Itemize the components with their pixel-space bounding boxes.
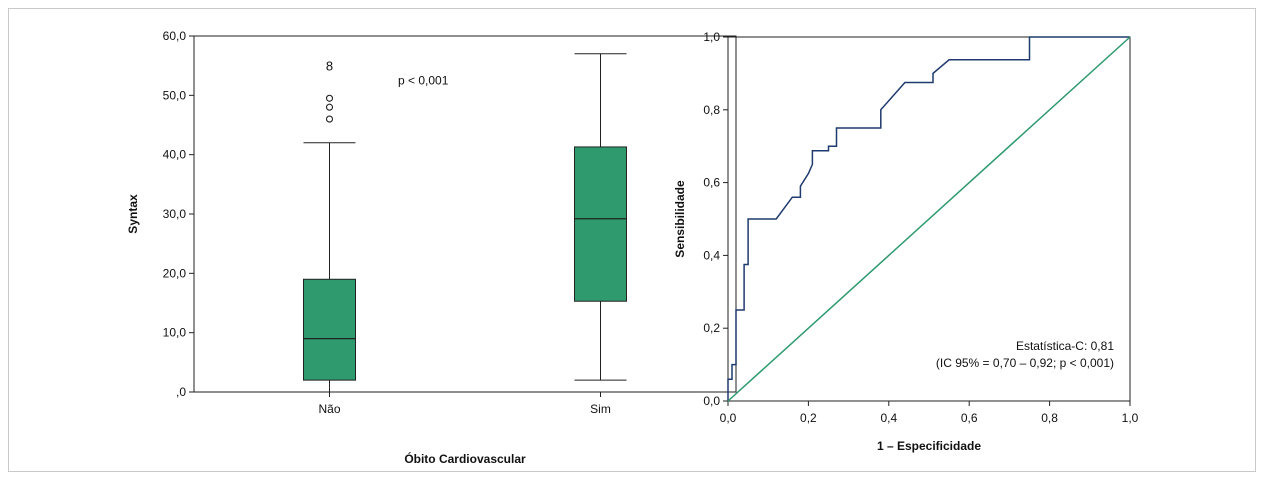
- boxplot-box: [574, 146, 627, 302]
- boxplot-y-axis-title: Syntax: [126, 194, 140, 234]
- boxplot-y-axis: ,0 10,0 20,0 30,0 40,0 50,0 60,0: [163, 29, 194, 399]
- boxplot-y-tick-label: ,0: [176, 385, 186, 399]
- roc-y-tick-label: 1,0: [703, 30, 720, 44]
- figure-frame: ,0 10,0 20,0 30,0 40,0 50,0 60,0 Não Sim 8 Synt…: [8, 8, 1256, 472]
- boxplot-x-axis: Não Sim: [318, 392, 611, 416]
- boxplot-y-tick-label: 40,0: [163, 148, 187, 162]
- roc-y-tick-label: 0,0: [703, 394, 720, 408]
- boxplot-outlier-label: 8: [326, 59, 333, 74]
- roc-x-tick-label: 0,8: [1041, 411, 1058, 425]
- roc-y-tick-label: 0,4: [703, 248, 720, 262]
- roc-curve-line: [727, 36, 1130, 401]
- roc-marks: [727, 36, 1131, 402]
- boxplot-p-value-annotation: p < 0,001: [398, 74, 449, 88]
- roc-plot-area: [727, 36, 1131, 402]
- roc-axes: 0,00,0 0,2 0,2 0,4 0,4 0,6 0,6 0,8 0,8 1,0 1,0: [703, 30, 1138, 425]
- boxplot-y-tick-label: 50,0: [163, 88, 187, 102]
- boxplot-plot-area: [193, 35, 737, 393]
- boxplot-y-tick-label: 10,0: [163, 326, 187, 340]
- roc-chart: 0,00,0 0,2 0,2 0,4 0,4 0,6 0,6 0,8 0,8 1,0 1,0 Sen…: [673, 30, 1139, 453]
- roc-x-tick-label: 0,2: [800, 411, 817, 425]
- roc-x-axis-title: 1 – Especificidade: [877, 439, 981, 453]
- roc-y-tick-label: 0,8: [703, 103, 720, 117]
- boxplot-outlier-point: [325, 103, 334, 111]
- boxplot-chart: ,0 10,0 20,0 30,0 40,0 50,0 60,0 Não Sim 8 Synt…: [126, 29, 737, 466]
- roc-confidence-interval-annotation: (IC 95% = 0,70 – 0,92; p < 0,001): [936, 356, 1114, 370]
- boxplot-x-axis-title: Óbito Cardiovascular: [404, 451, 526, 466]
- boxplot-outlier-point: [325, 94, 334, 102]
- boxplot-outlier-point: [325, 115, 334, 123]
- boxplot-x-tick-label: Não: [318, 402, 340, 416]
- boxplot-marks: 8: [303, 53, 627, 393]
- boxplot-y-tick-label: 30,0: [163, 207, 187, 221]
- roc-y-tick-label: 0,6: [703, 176, 720, 190]
- boxplot-y-tick-label: 60,0: [163, 29, 187, 43]
- roc-x-tick-label: 0,6: [961, 411, 978, 425]
- boxplot-x-tick-label: Sim: [590, 402, 611, 416]
- roc-c-statistic-annotation: Estatística-C: 0,81: [1016, 339, 1114, 353]
- boxplot-box: [303, 278, 356, 381]
- roc-y-tick-label: 0,2: [703, 321, 720, 335]
- boxplot-y-tick-label: 20,0: [163, 266, 187, 280]
- roc-x-tick-label: 1,0: [1122, 411, 1139, 425]
- roc-x-tick-label: 0,4: [880, 411, 897, 425]
- roc-y-axis-title: Sensibilidade: [673, 180, 687, 258]
- figure-canvas: ,0 10,0 20,0 30,0 40,0 50,0 60,0 Não Sim 8 Synt…: [126, 29, 1139, 466]
- roc-x-tick-label: 0,0: [720, 411, 737, 425]
- roc-reference-diagonal-line: [727, 36, 1131, 402]
